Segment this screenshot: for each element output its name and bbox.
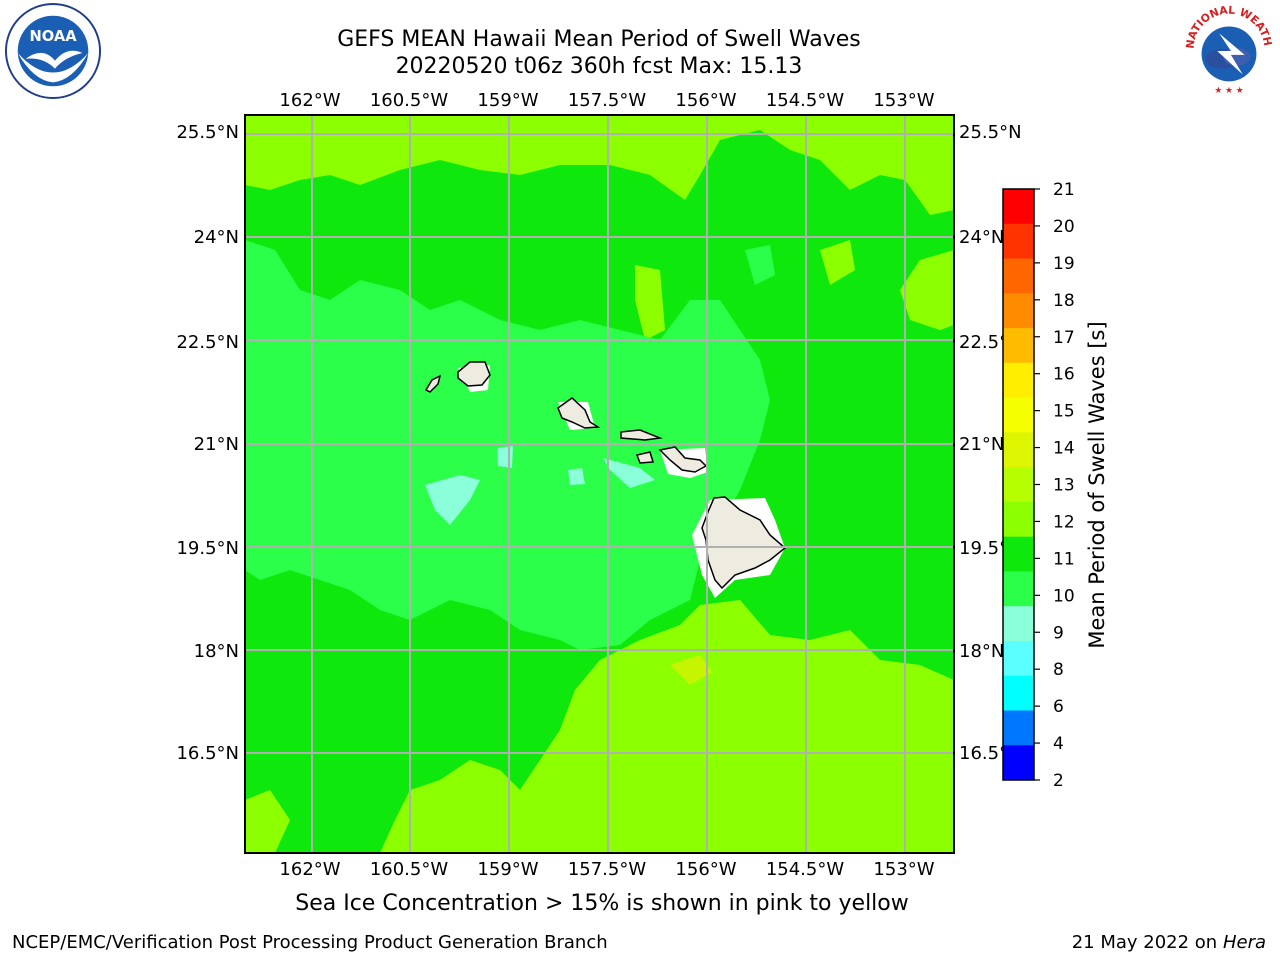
colorbar-segment: [1003, 258, 1034, 294]
island-niihau: [424, 374, 442, 393]
colorbar-tick-label: 12: [1053, 512, 1075, 532]
lat-label-left: 24°N: [194, 227, 239, 248]
lat-label-right: 18°N: [959, 641, 1004, 662]
lon-labels-bottom: 162°W 160.5°W 159°W 157.5°W 156°W 154.5°…: [279, 859, 934, 880]
colorbar-tick-label: 16: [1053, 365, 1075, 385]
lon-label-bottom: 156°W: [675, 859, 736, 880]
lon-label-bottom: 160.5°W: [370, 859, 449, 880]
footer-date: 21 May 2022 on Hera: [1072, 932, 1266, 954]
lon-label-top: 162°W: [279, 90, 340, 111]
colorbar-tick-label: 21: [1053, 180, 1075, 200]
colorbar-segment: [1003, 467, 1034, 503]
lon-label-top: 159°W: [477, 90, 538, 111]
lat-labels-left: 25.5°N 24°N 22.5°N 21°N 19.5°N 18°N 16.5…: [176, 122, 239, 764]
island-hawaii: [701, 496, 787, 590]
colorbar-tick-label: 15: [1053, 402, 1075, 422]
colorbar-tick-label: 13: [1053, 476, 1075, 496]
field-9-10-patch4: [603, 458, 655, 488]
colorbar-segment: [1003, 536, 1034, 572]
lon-label-top: 153°W: [873, 90, 934, 111]
footer-system: Hera: [1222, 932, 1266, 953]
colorbar-tick-label: 20: [1053, 217, 1075, 237]
svg-text:★ ★ ★: ★ ★ ★: [1214, 86, 1243, 96]
field-12-13-south: [380, 600, 954, 853]
colorbar-segment: [1003, 745, 1034, 781]
colorbar-tick-label: 19: [1053, 254, 1075, 274]
island-oahu: [557, 397, 601, 429]
field-12-13-north: [245, 115, 954, 215]
lon-label-bottom: 162°W: [279, 859, 340, 880]
field-13-14-patch1: [670, 655, 712, 685]
noaa-logo-text: NOAA: [29, 28, 77, 45]
lon-label-bottom: 157.5°W: [568, 859, 647, 880]
lon-label-bottom: 154.5°W: [766, 859, 845, 880]
colorbar-segment: [1003, 710, 1034, 746]
footer-credit: NCEP/EMC/Verification Post Processing Pr…: [12, 932, 608, 953]
sea-ice-note: Sea Ice Concentration > 15% is shown in …: [295, 891, 909, 916]
field-9-10-patch2: [497, 446, 513, 468]
field-12-13-center-patch: [635, 265, 665, 340]
noaa-logo: NOAA: [4, 2, 102, 100]
colorbar-segment: [1003, 223, 1034, 260]
colorbar-tick-label: 2: [1053, 771, 1064, 791]
field-9-10-patch1: [425, 475, 480, 525]
lat-label-left: 19.5°N: [176, 538, 239, 559]
colorbar-tick-label: 11: [1053, 549, 1075, 569]
footer-date-text: 21 May 2022 on: [1071, 932, 1218, 953]
lon-label-bottom: 159°W: [477, 859, 538, 880]
field-12-13-ne-patch1: [820, 240, 855, 285]
colorbar-tick-label: 14: [1053, 439, 1075, 459]
plot-title: GEFS MEAN Hawaii Mean Period of Swell Wa…: [337, 27, 861, 52]
field-12-13-north-east: [900, 250, 954, 330]
lon-label-bottom: 153°W: [873, 859, 934, 880]
colorbar-tick-label: 9: [1053, 623, 1064, 643]
lon-labels-top: 162°W 160.5°W 159°W 157.5°W 156°W 154.5°…: [279, 90, 934, 111]
lat-label-left: 21°N: [194, 434, 239, 455]
lon-label-top: 160.5°W: [370, 90, 449, 111]
lat-label-right: 21°N: [959, 434, 1004, 455]
lat-label-right: 24°N: [959, 227, 1004, 248]
lat-label-left: 18°N: [194, 641, 239, 662]
colorbar: 21 20 19 18 17 16 15 14 13 12 11 10 9 8 6 4 2: [1002, 180, 1075, 791]
colorbar-segment: [1003, 640, 1034, 677]
colorbar-segment: [1003, 675, 1034, 711]
colorbar-tick-label: 8: [1053, 660, 1064, 680]
colorbar-tick-label: 4: [1053, 734, 1064, 754]
island-lanai: [635, 451, 654, 464]
lat-label-left: 25.5°N: [176, 122, 239, 143]
lon-label-top: 156°W: [675, 90, 736, 111]
colorbar-tick-label: 18: [1053, 291, 1075, 311]
gridlines: [245, 115, 954, 853]
lat-label-left: 22.5°N: [176, 332, 239, 353]
colorbar-segment: [1003, 606, 1034, 642]
colorbar-title: Mean Period of Swell Waves [s]: [1085, 321, 1109, 648]
islands: [424, 361, 787, 590]
map-frame: [244, 114, 955, 854]
lon-label-top: 154.5°W: [766, 90, 845, 111]
field-9-10-patch3: [568, 468, 585, 485]
field-10-11-east-patch: [745, 245, 775, 285]
colorbar-tick-label: 17: [1053, 328, 1075, 348]
colorbar-segment: [1003, 397, 1034, 433]
plot-subtitle: 20220520 t06z 360h fcst Max: 15.13: [395, 54, 803, 79]
colorbar-tick-label: 10: [1053, 586, 1075, 606]
nws-logo: NATIONAL WEATHER SERVICE ★ ★ ★: [1180, 0, 1276, 96]
lat-label-right: 25.5°N: [959, 122, 1022, 143]
colorbar-segment: [1003, 501, 1034, 538]
colorbar-tick-label: 6: [1053, 697, 1064, 717]
lon-label-top: 157.5°W: [568, 90, 647, 111]
lat-label-left: 16.5°N: [176, 743, 239, 764]
island-kauai: [457, 361, 491, 387]
colorbar-segment: [1003, 432, 1034, 468]
swell-period-field: [245, 115, 954, 853]
field-12-13-sw-patch: [245, 790, 290, 853]
colorbar-segment: [1003, 328, 1034, 364]
colorbar-segment: [1003, 293, 1034, 329]
colorbar-segment: [1003, 189, 1034, 225]
island-molokai: [620, 429, 663, 441]
colorbar-segment: [1003, 571, 1034, 607]
colorbar-segment: [1003, 362, 1034, 399]
